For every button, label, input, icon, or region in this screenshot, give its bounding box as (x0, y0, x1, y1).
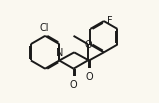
Text: O: O (70, 80, 77, 90)
Text: Cl: Cl (40, 23, 49, 33)
Text: N: N (56, 48, 64, 58)
Text: F: F (107, 16, 112, 26)
Text: O: O (85, 40, 92, 50)
Text: O: O (85, 72, 93, 82)
